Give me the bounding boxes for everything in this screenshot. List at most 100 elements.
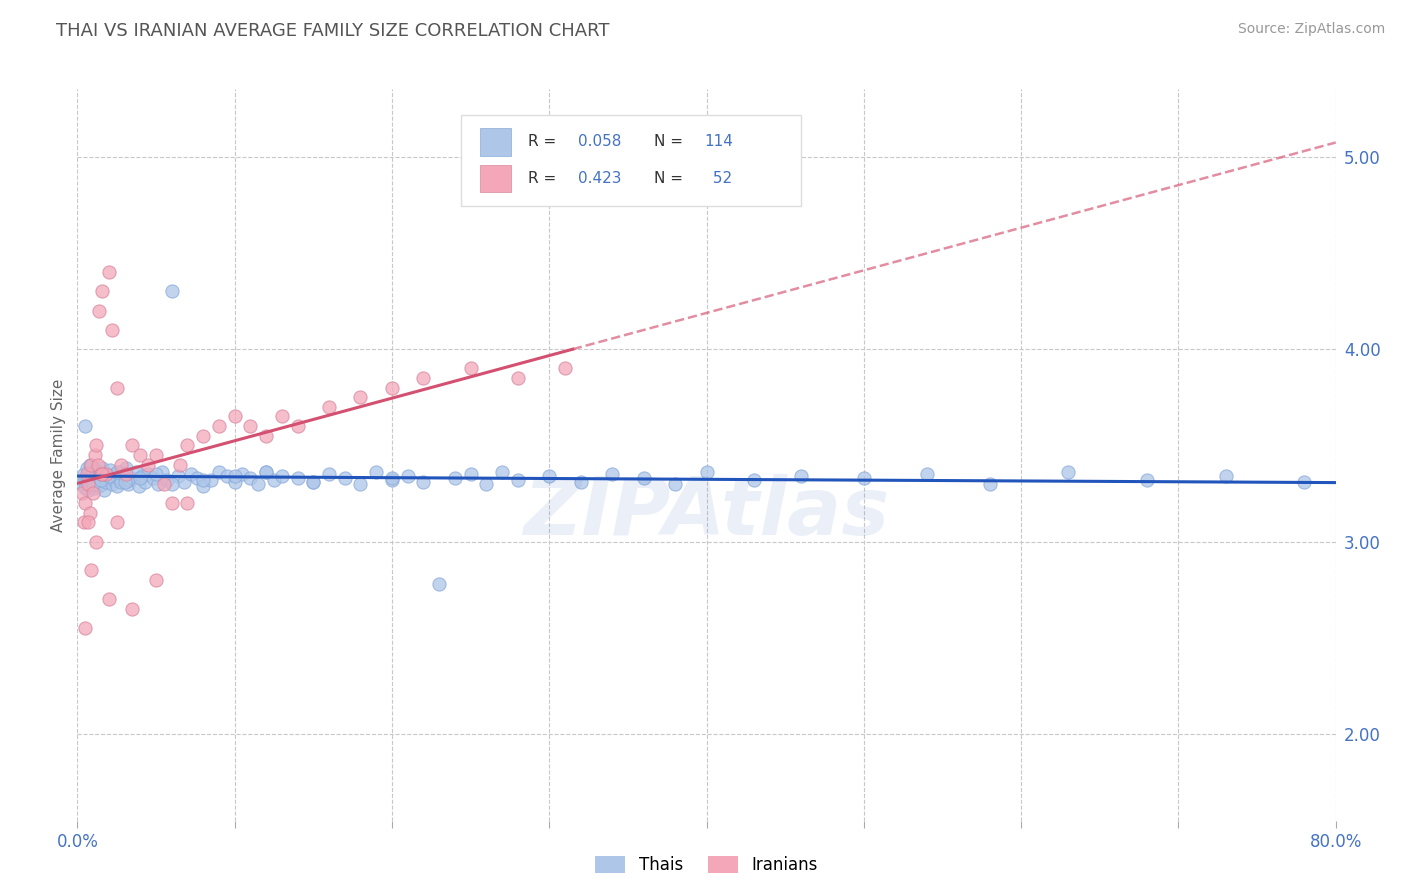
Point [145, 467, 167, 482]
Point [75, 496, 97, 510]
Point [333, 471, 356, 485]
Point [396, 469, 419, 483]
Point [176, 496, 198, 510]
Point [83, 481, 105, 495]
Point [254, 465, 277, 479]
Point [84, 471, 107, 485]
Point [80, 479, 103, 493]
Point [150, 465, 173, 479]
Text: N =: N = [654, 171, 688, 186]
Point [121, 602, 143, 616]
Point [349, 390, 371, 404]
Point [460, 467, 482, 482]
Point [72, 516, 94, 530]
Point [318, 400, 340, 414]
Point [105, 479, 128, 493]
Text: R =: R = [527, 171, 561, 186]
Point [412, 475, 434, 489]
Point [104, 467, 127, 482]
Point [91, 476, 114, 491]
Point [121, 438, 143, 452]
Point [208, 465, 231, 479]
Point [108, 465, 131, 479]
Point [318, 467, 340, 482]
Bar [479, 128, 512, 156]
Point [110, 475, 132, 489]
Point [852, 471, 875, 485]
Point [70, 486, 93, 500]
Text: ZIPAtlas: ZIPAtlas [523, 475, 890, 552]
Point [103, 473, 125, 487]
Point [129, 448, 152, 462]
Bar [479, 164, 512, 193]
Point [79, 506, 101, 520]
Point [1057, 465, 1080, 479]
Point [173, 475, 195, 489]
Text: R =: R = [527, 135, 561, 149]
Point [208, 419, 231, 434]
Point [75, 621, 97, 635]
Text: 0.058: 0.058 [578, 135, 621, 149]
Point [491, 465, 513, 479]
Point [80, 467, 103, 482]
Point [115, 461, 138, 475]
Point [82, 473, 104, 487]
Point [270, 409, 292, 424]
Point [381, 471, 404, 485]
Text: N =: N = [654, 135, 688, 149]
Point [239, 471, 262, 485]
Point [97, 265, 120, 279]
Point [506, 371, 529, 385]
Point [97, 592, 120, 607]
Legend: Thais, Iranians: Thais, Iranians [595, 856, 818, 874]
Point [82, 476, 104, 491]
Point [90, 467, 112, 482]
Point [84, 534, 107, 549]
Point [72, 467, 94, 482]
Point [287, 419, 309, 434]
Point [790, 469, 813, 483]
Point [136, 467, 159, 482]
Point [121, 471, 143, 485]
Y-axis label: Average Family Size: Average Family Size [51, 378, 66, 532]
Point [115, 467, 138, 482]
Point [167, 469, 190, 483]
Point [124, 465, 146, 479]
Point [191, 428, 215, 442]
Point [381, 380, 404, 394]
Point [224, 469, 246, 483]
Point [366, 465, 388, 479]
Point [70, 476, 93, 491]
Point [93, 471, 115, 485]
Point [176, 438, 198, 452]
Point [538, 469, 561, 483]
Point [145, 573, 167, 587]
Point [97, 471, 120, 485]
Point [146, 476, 169, 491]
Point [915, 467, 938, 482]
Point [231, 467, 253, 482]
Point [270, 469, 292, 483]
Point [84, 463, 107, 477]
Point [91, 285, 114, 299]
Point [131, 469, 153, 483]
Point [263, 473, 285, 487]
Point [105, 516, 128, 530]
Point [94, 467, 117, 482]
Point [224, 409, 246, 424]
Point [169, 458, 191, 472]
Point [381, 473, 404, 487]
Point [90, 465, 112, 479]
Point [460, 361, 482, 376]
Point [77, 475, 100, 489]
Text: 114: 114 [704, 135, 733, 149]
Point [129, 471, 152, 485]
Point [554, 361, 576, 376]
Point [136, 458, 159, 472]
Point [90, 473, 112, 487]
Point [114, 475, 136, 489]
Point [287, 471, 309, 485]
Point [1215, 469, 1237, 483]
Point [191, 479, 215, 493]
Point [76, 467, 98, 482]
